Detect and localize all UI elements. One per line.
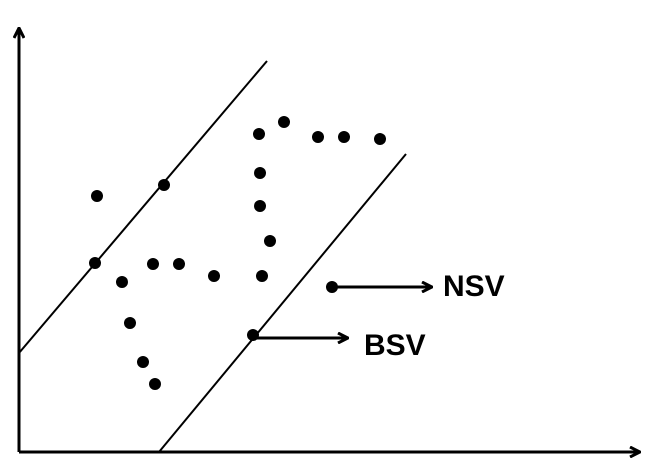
data-point (278, 116, 290, 128)
nsv-label: NSV (443, 270, 505, 303)
data-point (116, 276, 128, 288)
support-vector-point (89, 257, 101, 269)
data-point (173, 258, 185, 270)
data-point (91, 190, 103, 202)
data-point (208, 270, 220, 282)
data-point (312, 131, 324, 143)
data-point (256, 270, 268, 282)
data-point (149, 378, 161, 390)
data-point (253, 128, 265, 140)
data-point (147, 258, 159, 270)
lower-margin-line (158, 153, 407, 453)
data-point (264, 235, 276, 247)
data-point (124, 317, 136, 329)
support-vector-point (158, 179, 170, 191)
data-point (374, 133, 386, 145)
bsv-label: BSV (364, 329, 426, 362)
data-point (254, 167, 266, 179)
nsv-point (326, 281, 338, 293)
data-point (254, 200, 266, 212)
data-point (137, 356, 149, 368)
data-point (338, 131, 350, 143)
upper-margin-line (18, 60, 268, 354)
data-points (89, 116, 386, 390)
